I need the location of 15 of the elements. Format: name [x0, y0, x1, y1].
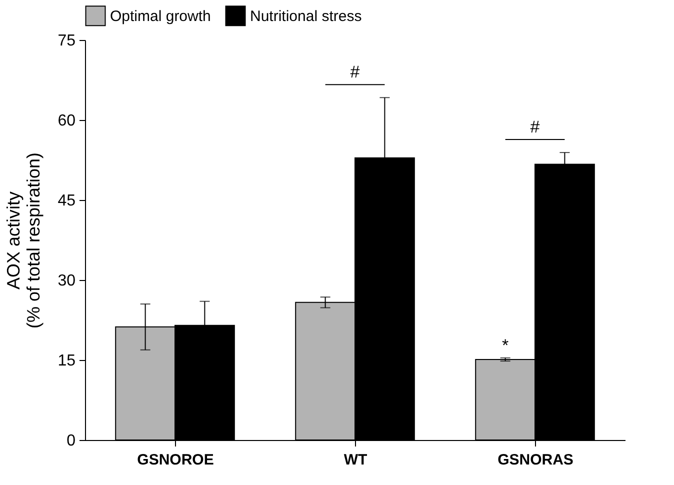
y-tick-label: 15: [58, 352, 76, 370]
annotation: #: [350, 62, 360, 82]
legend-label: Optimal growth: [110, 8, 211, 25]
annotation: *: [502, 336, 509, 355]
y-axis-title: AOX activity (% of total respiration): [4, 152, 44, 329]
x-tick-label: GSNORAS: [498, 452, 574, 468]
y-tick-label: 45: [58, 192, 76, 210]
x-tick-label: GSNOROE: [137, 452, 214, 468]
y-tick-label: 75: [58, 32, 76, 50]
y-tick-label: 0: [66, 432, 76, 450]
annotation: #: [530, 118, 540, 137]
legend-label: Nutritional stress: [250, 8, 362, 25]
y-tick-label: 60: [58, 112, 76, 130]
y-tick-label: 30: [58, 272, 76, 290]
x-tick-label: WT: [344, 452, 368, 468]
